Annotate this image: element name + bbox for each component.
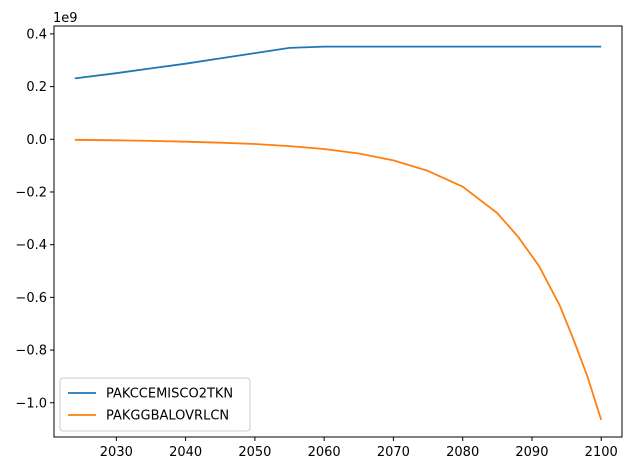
y-tick-label: −0.2: [15, 185, 47, 200]
legend-box: [59, 377, 251, 432]
x-tick-label: 2090: [515, 445, 548, 460]
y-axis: 0.4 0.2 0.0 −0.2 −0.4 −0.6 −0.8 −1.0: [15, 27, 54, 411]
x-tick-label: 2100: [585, 445, 618, 460]
y-offset-label: 1e9: [53, 11, 78, 26]
x-tick-label: 2070: [377, 445, 410, 460]
series-line-2: [74, 138, 603, 421]
x-tick-label: 2050: [238, 445, 271, 460]
x-tick-label: 2080: [446, 445, 479, 460]
x-axis: 2030 2040 2050 2060 2070 2080 2090 2100: [100, 437, 618, 460]
axes-frame: [53, 25, 623, 438]
legend: PAKCCEMISCO2TKN PAKGGBALOVRLCN: [59, 377, 251, 432]
y-tick-label: 0.0: [26, 133, 47, 148]
y-tick-label: −0.8: [15, 344, 47, 359]
y-tick-label: −1.0: [15, 396, 47, 411]
x-tick-label: 2040: [169, 445, 202, 460]
x-tick-label: 2060: [308, 445, 341, 460]
y-tick-label: 0.4: [26, 27, 47, 42]
legend-label: PAKGGBALOVRLCN: [106, 409, 229, 424]
y-tick-label: −0.6: [15, 291, 47, 306]
y-tick-label: −0.4: [15, 238, 47, 253]
y-tick-label: 0.2: [26, 80, 47, 95]
legend-label: PAKCCEMISCO2TKN: [106, 387, 233, 402]
x-tick-label: 2030: [100, 445, 133, 460]
series-line-1: [74, 45, 602, 80]
plot-area: [74, 45, 603, 421]
